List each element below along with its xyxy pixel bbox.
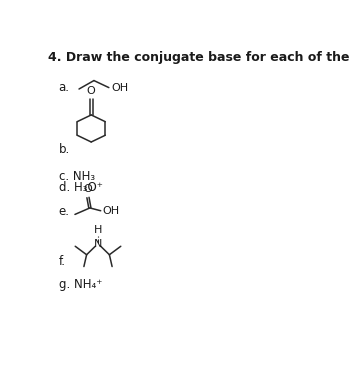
Text: OH: OH bbox=[111, 83, 128, 93]
Text: N: N bbox=[94, 239, 102, 249]
Text: g. NH₄⁺: g. NH₄⁺ bbox=[59, 277, 102, 291]
Text: OH: OH bbox=[102, 206, 119, 216]
Text: O: O bbox=[87, 86, 96, 96]
Text: f.: f. bbox=[59, 255, 66, 268]
Text: e.: e. bbox=[59, 205, 70, 218]
Text: d. H₃O⁺: d. H₃O⁺ bbox=[59, 181, 103, 194]
Text: c. NH₃: c. NH₃ bbox=[59, 170, 95, 183]
Text: b.: b. bbox=[59, 143, 70, 156]
Text: 4. Draw the conjugate base for each of the following acids:: 4. Draw the conjugate base for each of t… bbox=[48, 51, 350, 64]
Text: O: O bbox=[84, 184, 92, 194]
Text: a.: a. bbox=[59, 81, 70, 94]
Text: H: H bbox=[94, 225, 102, 235]
